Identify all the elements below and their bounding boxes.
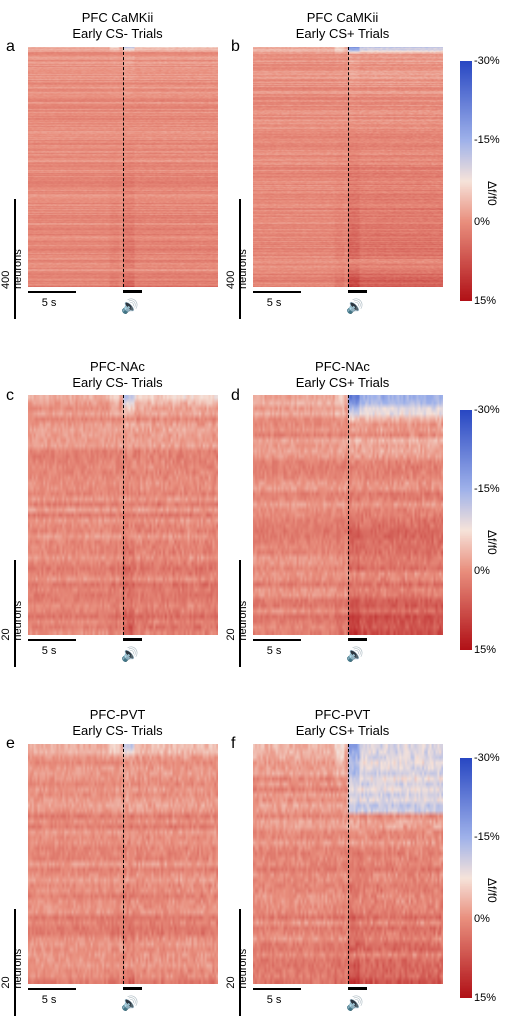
panel-d: dPFC-NAcEarly CS+ Trials20 neurons5 s🔊 xyxy=(235,359,450,668)
y-scale: 400 neurons xyxy=(14,199,16,319)
cue-line xyxy=(348,395,349,635)
heatmap-wrap: 20 neurons5 s🔊 xyxy=(28,744,225,1016)
x-scale-label: 5 s xyxy=(267,297,282,309)
colorbar-tick: 15% xyxy=(474,644,496,656)
colorbar-label: Δf/f0 xyxy=(485,530,499,555)
heatmap-wrap: 20 neurons5 s🔊 xyxy=(253,395,450,667)
y-scale: 20 neurons xyxy=(239,560,241,667)
heatmap xyxy=(28,47,218,287)
colorbar-tick: 0% xyxy=(474,565,490,577)
colorbar-tick: 15% xyxy=(474,992,496,1004)
heatmap-wrap: 20 neurons5 s🔊 xyxy=(28,395,225,667)
cue-line xyxy=(348,47,349,287)
x-scale-label: 5 s xyxy=(42,297,57,309)
cue-bar xyxy=(123,290,142,293)
panel-title: PFC CaMKiiEarly CS- Trials xyxy=(10,10,225,43)
heatmap xyxy=(28,744,218,984)
speaker-icon: 🔊 xyxy=(346,646,363,663)
x-scale-row: 5 s 🔊 xyxy=(28,289,225,319)
y-scale: 20 neurons xyxy=(14,560,16,667)
cue-bar xyxy=(123,987,142,990)
speaker-icon: 🔊 xyxy=(121,646,138,663)
speaker-icon: 🔊 xyxy=(121,995,138,1012)
heatmap-wrap: 20 neurons5 s🔊 xyxy=(253,744,450,1016)
x-scale-label: 5 s xyxy=(42,994,57,1006)
panel-f: fPFC-PVTEarly CS+ Trials20 neurons5 s🔊 xyxy=(235,707,450,1016)
panel-label: d xyxy=(231,387,240,405)
cue-line xyxy=(123,395,124,635)
heatmap xyxy=(253,395,443,635)
x-scale-label: 5 s xyxy=(267,645,282,657)
cue-bar xyxy=(348,638,367,641)
x-scale-row: 5 s 🔊 xyxy=(28,986,225,1016)
colorbar-tick: -30% xyxy=(474,752,500,764)
x-scale-row: 5 s 🔊 xyxy=(253,637,450,667)
colorbar: -30% -15% 0% 15% Δf/f0 xyxy=(460,10,500,319)
y-scale: 20 neurons xyxy=(14,909,16,1016)
y-scale-label: 20 neurons xyxy=(225,587,249,640)
heatmap xyxy=(253,744,443,984)
y-scale-label: 20 neurons xyxy=(0,936,24,989)
panel-label: f xyxy=(231,735,235,753)
panel-title: PFC-PVTEarly CS- Trials xyxy=(10,707,225,740)
panel-label: c xyxy=(6,387,14,405)
panel-a: aPFC CaMKiiEarly CS- Trials400 neurons5 … xyxy=(10,10,225,319)
heatmap-wrap: 400 neurons5 s🔊 xyxy=(28,47,225,319)
panel-b: bPFC CaMKiiEarly CS+ Trials400 neurons5 … xyxy=(235,10,450,319)
cue-line xyxy=(348,744,349,984)
panel-label: e xyxy=(6,735,15,753)
panel-title: PFC-NAcEarly CS- Trials xyxy=(10,359,225,392)
speaker-icon: 🔊 xyxy=(346,995,363,1012)
panel-e: ePFC-PVTEarly CS- Trials20 neurons5 s🔊 xyxy=(10,707,225,1016)
colorbar: -30% -15% 0% 15% Δf/f0 xyxy=(460,359,500,668)
colorbar-tick: 0% xyxy=(474,216,490,228)
colorbar-label: Δf/f0 xyxy=(485,878,499,903)
x-scale-label: 5 s xyxy=(267,994,282,1006)
panel-label: a xyxy=(6,38,15,56)
y-scale: 20 neurons xyxy=(239,909,241,1016)
y-scale-label: 400 neurons xyxy=(0,229,24,289)
y-scale-label: 20 neurons xyxy=(225,936,249,989)
x-scale-row: 5 s 🔊 xyxy=(253,289,450,319)
y-scale-label: 400 neurons xyxy=(225,229,249,289)
y-scale-label: 20 neurons xyxy=(0,587,24,640)
heatmap xyxy=(253,47,443,287)
colorbar-tick: -15% xyxy=(474,483,500,495)
panel-title: PFC-PVTEarly CS+ Trials xyxy=(235,707,450,740)
colorbar-tick: -30% xyxy=(474,55,500,67)
colorbar-tick: 0% xyxy=(474,913,490,925)
y-scale: 400 neurons xyxy=(239,199,241,319)
cue-line xyxy=(123,47,124,287)
colorbar-label: Δf/f0 xyxy=(485,181,499,206)
panel-label: b xyxy=(231,38,240,56)
x-scale-row: 5 s 🔊 xyxy=(28,637,225,667)
panel-c: cPFC-NAcEarly CS- Trials20 neurons5 s🔊 xyxy=(10,359,225,668)
panel-title: PFC-NAcEarly CS+ Trials xyxy=(235,359,450,392)
x-scale-label: 5 s xyxy=(42,645,57,657)
speaker-icon: 🔊 xyxy=(346,298,363,315)
speaker-icon: 🔊 xyxy=(121,298,138,315)
colorbar: -30% -15% 0% 15% Δf/f0 xyxy=(460,707,500,1016)
colorbar-tick: -15% xyxy=(474,134,500,146)
heatmap xyxy=(28,395,218,635)
colorbar-tick: -30% xyxy=(474,404,500,416)
x-scale-row: 5 s 🔊 xyxy=(253,986,450,1016)
cue-bar xyxy=(348,987,367,990)
colorbar-tick: -15% xyxy=(474,831,500,843)
cue-bar xyxy=(123,638,142,641)
colorbar-tick: 15% xyxy=(474,295,496,307)
panel-title: PFC CaMKiiEarly CS+ Trials xyxy=(235,10,450,43)
cue-bar xyxy=(348,290,367,293)
cue-line xyxy=(123,744,124,984)
heatmap-wrap: 400 neurons5 s🔊 xyxy=(253,47,450,319)
